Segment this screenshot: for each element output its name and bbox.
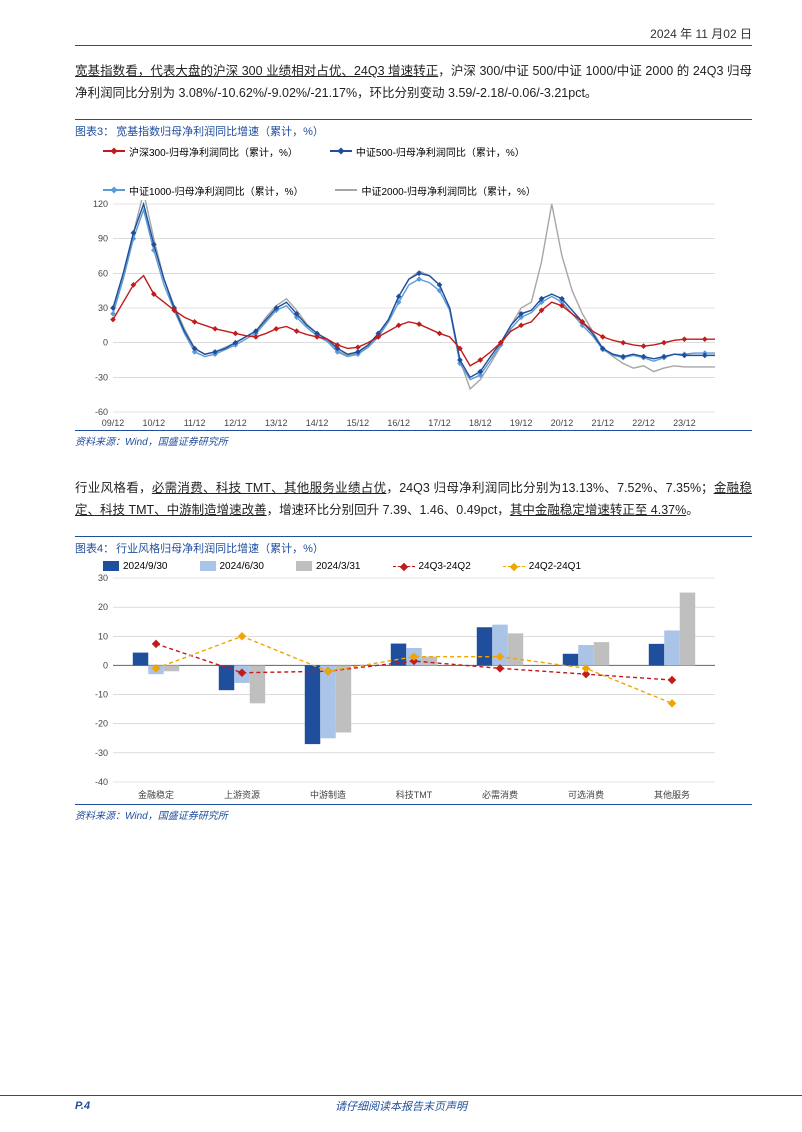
- svg-text:12/12: 12/12: [224, 418, 247, 428]
- svg-text:19/12: 19/12: [510, 418, 533, 428]
- chart3-area: 沪深300-归母净利润同比（累计，%） 中证500-归母净利润同比（累计，%） 中证…: [75, 140, 752, 430]
- svg-text:中游制造: 中游制造: [310, 789, 346, 800]
- legend-item: 2024/6/30: [200, 561, 265, 572]
- legend-item: 2024/9/30: [103, 561, 168, 572]
- svg-text:20: 20: [98, 602, 108, 612]
- svg-text:-20: -20: [95, 718, 108, 728]
- chart4-source: 资料来源：Wind，国盛证券研究所: [75, 804, 752, 822]
- legend-item: 沪深300-归母净利润同比（累计，%）: [103, 144, 298, 159]
- svg-text:-10: -10: [95, 689, 108, 699]
- chart3-block: 图表3： 宽基指数归母净利润同比增速（累计，%） 沪深300-归母净利润同比（累…: [75, 119, 752, 448]
- svg-text:11/12: 11/12: [184, 418, 206, 428]
- chart3-number: 图表3：: [75, 123, 114, 139]
- legend-item: 中证1000-归母净利润同比（累计，%）: [103, 183, 303, 198]
- page-footer: P.4 请仔细阅读本报告末页声明: [0, 1095, 802, 1112]
- svg-text:16/12: 16/12: [387, 418, 410, 428]
- svg-text:17/12: 17/12: [428, 418, 451, 428]
- svg-text:120: 120: [93, 200, 108, 209]
- svg-text:23/12: 23/12: [673, 418, 696, 428]
- svg-text:18/12: 18/12: [469, 418, 492, 428]
- svg-text:10/12: 10/12: [143, 418, 166, 428]
- svg-text:-30: -30: [95, 747, 108, 757]
- svg-text:09/12: 09/12: [102, 418, 125, 428]
- svg-text:90: 90: [98, 233, 108, 243]
- svg-text:60: 60: [98, 268, 108, 278]
- svg-text:0: 0: [103, 337, 108, 347]
- page-number: P.4: [75, 1100, 90, 1112]
- svg-text:30: 30: [98, 574, 108, 583]
- legend-item: 24Q3-24Q2: [393, 561, 471, 572]
- svg-text:-30: -30: [95, 372, 108, 382]
- chart4-title: 行业风格归母净利润同比增速（累计，%）: [116, 540, 324, 556]
- header-date: 2024 年 11 月02 日: [75, 25, 752, 46]
- svg-text:22/12: 22/12: [632, 418, 655, 428]
- svg-text:必需消费: 必需消费: [482, 789, 518, 800]
- svg-text:0: 0: [103, 660, 108, 670]
- svg-text:30: 30: [98, 303, 108, 313]
- svg-text:10: 10: [98, 631, 108, 641]
- legend-item: 24Q2-24Q1: [503, 561, 581, 572]
- svg-text:-60: -60: [95, 407, 108, 417]
- legend-item: 2024/3/31: [296, 561, 361, 572]
- chart3-title: 宽基指数归母净利润同比增速（累计，%）: [116, 123, 324, 139]
- chart3-source: 资料来源：Wind，国盛证券研究所: [75, 430, 752, 448]
- svg-text:15/12: 15/12: [347, 418, 370, 428]
- svg-text:20/12: 20/12: [551, 418, 574, 428]
- svg-text:可选消费: 可选消费: [568, 789, 604, 800]
- footer-disclaimer: 请仔细阅读本报告末页声明: [335, 1098, 467, 1114]
- svg-text:13/12: 13/12: [265, 418, 288, 428]
- svg-text:14/12: 14/12: [306, 418, 329, 428]
- svg-text:金融稳定: 金融稳定: [138, 789, 174, 800]
- chart4-area: 2024/9/30 2024/6/30 2024/3/31 24Q3-24Q2 24Q2…: [75, 557, 752, 804]
- svg-text:21/12: 21/12: [591, 418, 614, 428]
- chart4-number: 图表4：: [75, 540, 114, 556]
- chart4-block: 图表4： 行业风格归母净利润同比增速（累计，%） 2024/9/30 2024/6…: [75, 536, 752, 822]
- legend-item: 中证500-归母净利润同比（累计，%）: [330, 144, 525, 159]
- svg-text:科技TMT: 科技TMT: [396, 789, 433, 800]
- paragraph-2: 行业风格看，必需消费、科技 TMT、其他服务业绩占优，24Q3 归母净利润同比分…: [75, 478, 752, 522]
- svg-text:-40: -40: [95, 777, 108, 787]
- paragraph-1: 宽基指数看，代表大盘的沪深 300 业绩相对占优、24Q3 增速转正，沪深 30…: [75, 61, 752, 105]
- legend-item: 中证2000-归母净利润同比（累计，%）: [335, 183, 535, 198]
- svg-text:其他服务: 其他服务: [654, 789, 690, 800]
- svg-text:上游资源: 上游资源: [224, 789, 260, 800]
